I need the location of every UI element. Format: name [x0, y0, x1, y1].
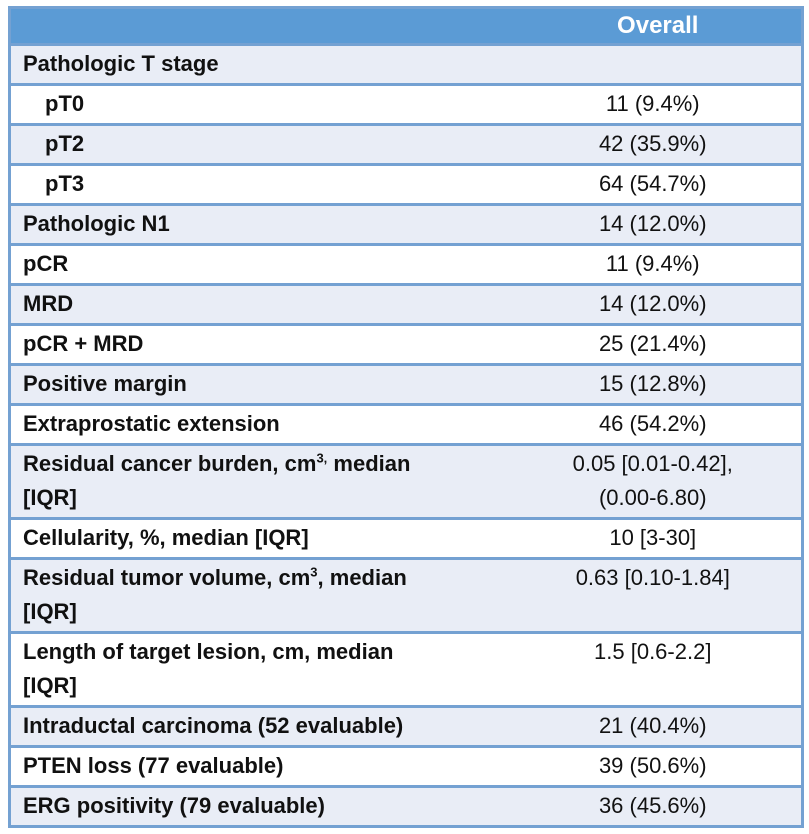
- table-row: pT3 64 (54.7%): [9, 163, 803, 206]
- row-label: Pathologic T stage: [9, 43, 515, 86]
- row-value: 42 (35.9%): [514, 123, 803, 166]
- row-value: 0.63 [0.10-1.84]: [514, 557, 803, 634]
- row-value: 15 (12.8%): [514, 363, 803, 406]
- row-value: 0.05 [0.01-0.42], (0.00-6.80): [514, 443, 803, 520]
- table-row: pCR 11 (9.4%): [9, 243, 803, 286]
- table-row: Extraprostatic extension 46 (54.2%): [9, 403, 803, 446]
- row-value: 11 (9.4%): [514, 83, 803, 126]
- row-label: pCR + MRD: [9, 323, 515, 366]
- superscript: 3,: [316, 450, 328, 466]
- table-row: Positive margin 15 (12.8%): [9, 363, 803, 406]
- row-value: 36 (45.6%): [514, 785, 803, 828]
- row-value: 39 (50.6%): [514, 745, 803, 788]
- table-row: pT0 11 (9.4%): [9, 83, 803, 126]
- table-row: Intraductal carcinoma (52 evaluable) 21 (…: [9, 705, 803, 748]
- row-label: Length of target lesion, cm, median [IQR]: [9, 631, 515, 708]
- header-row: Overall: [9, 7, 803, 46]
- header-empty-cell: [9, 7, 515, 46]
- table-row: Cellularity, %, median [IQR] 10 [3-30]: [9, 517, 803, 560]
- table-row: Residual cancer burden, cm3, median [IQR]…: [9, 443, 803, 520]
- pathology-outcomes-table: Overall Pathologic T stage pT0 11 (9.4%) pT…: [8, 6, 804, 828]
- row-label: pT2: [9, 123, 515, 166]
- row-label: Pathologic N1: [9, 203, 515, 246]
- row-label: Extraprostatic extension: [9, 403, 515, 446]
- row-label: pT3: [9, 163, 515, 206]
- row-value: 14 (12.0%): [514, 283, 803, 326]
- row-label: PTEN loss (77 evaluable): [9, 745, 515, 788]
- row-value: 21 (40.4%): [514, 705, 803, 748]
- table-row: pCR + MRD 25 (21.4%): [9, 323, 803, 366]
- table-row: Pathologic T stage: [9, 43, 803, 86]
- table-row: PTEN loss (77 evaluable) 39 (50.6%): [9, 745, 803, 788]
- row-label: MRD: [9, 283, 515, 326]
- row-label: Intraductal carcinoma (52 evaluable): [9, 705, 515, 748]
- row-value: 64 (54.7%): [514, 163, 803, 206]
- table-body: Pathologic T stage pT0 11 (9.4%) pT2 42 (35.…: [9, 43, 803, 828]
- row-value: 25 (21.4%): [514, 323, 803, 366]
- row-value: 10 [3-30]: [514, 517, 803, 560]
- table-row: ERG positivity (79 evaluable) 36 (45.6%): [9, 785, 803, 828]
- table-row: Pathologic N1 14 (12.0%): [9, 203, 803, 246]
- table-row: MRD 14 (12.0%): [9, 283, 803, 326]
- superscript: 3: [310, 564, 318, 580]
- table-row: pT2 42 (35.9%): [9, 123, 803, 166]
- table-row: Length of target lesion, cm, median [IQR]…: [9, 631, 803, 708]
- row-label: Cellularity, %, median [IQR]: [9, 517, 515, 560]
- row-label: pT0: [9, 83, 515, 126]
- row-label: Residual cancer burden, cm3, median [IQR]: [9, 443, 515, 520]
- row-value: [514, 43, 803, 86]
- row-label: ERG positivity (79 evaluable): [9, 785, 515, 828]
- row-value: 14 (12.0%): [514, 203, 803, 246]
- header-overall-cell: Overall: [514, 7, 803, 46]
- table-header: Overall: [9, 7, 803, 46]
- row-label: Residual tumor volume, cm3, median [IQR]: [9, 557, 515, 634]
- row-value: 1.5 [0.6-2.2]: [514, 631, 803, 708]
- row-value: 46 (54.2%): [514, 403, 803, 446]
- row-label: pCR: [9, 243, 515, 286]
- row-label: Positive margin: [9, 363, 515, 406]
- row-value: 11 (9.4%): [514, 243, 803, 286]
- table-row: Residual tumor volume, cm3, median [IQR] 0…: [9, 557, 803, 634]
